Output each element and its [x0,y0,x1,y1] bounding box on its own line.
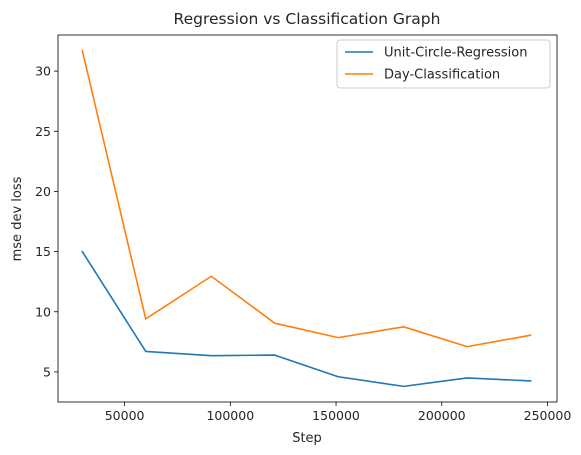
x-tick-label: 150000 [312,408,360,423]
legend: Unit-Circle-Regression Day-Classification [336,39,551,89]
y-tick-label: 30 [35,64,51,79]
y-tick-label: 10 [35,304,51,319]
plot-area: 50000 100000 150000 200000 250000 5 10 15 20 25 30 [35,34,572,423]
y-tick-label: 25 [35,124,51,139]
legend-entry-1: Unit-Circle-Regression [384,46,527,61]
x-tick-label: 250000 [524,408,572,423]
plot-frame [57,34,558,403]
legend-entry-2: Day-Classification [384,68,500,83]
legend-box [336,39,551,89]
chart-title: Regression vs Classification Graph [174,10,441,28]
x-tick-label: 100000 [206,408,254,423]
x-tick-label: 50000 [105,408,145,423]
x-tick-label: 200000 [418,408,466,423]
series-line-1 [81,250,532,388]
series-line-2 [81,49,532,348]
y-axis-label: mse dev loss [10,176,25,261]
y-tick-label: 20 [35,184,51,199]
y-tick-label: 5 [43,364,51,379]
x-axis-label: Step [292,431,322,446]
y-tick-label: 15 [35,244,51,259]
